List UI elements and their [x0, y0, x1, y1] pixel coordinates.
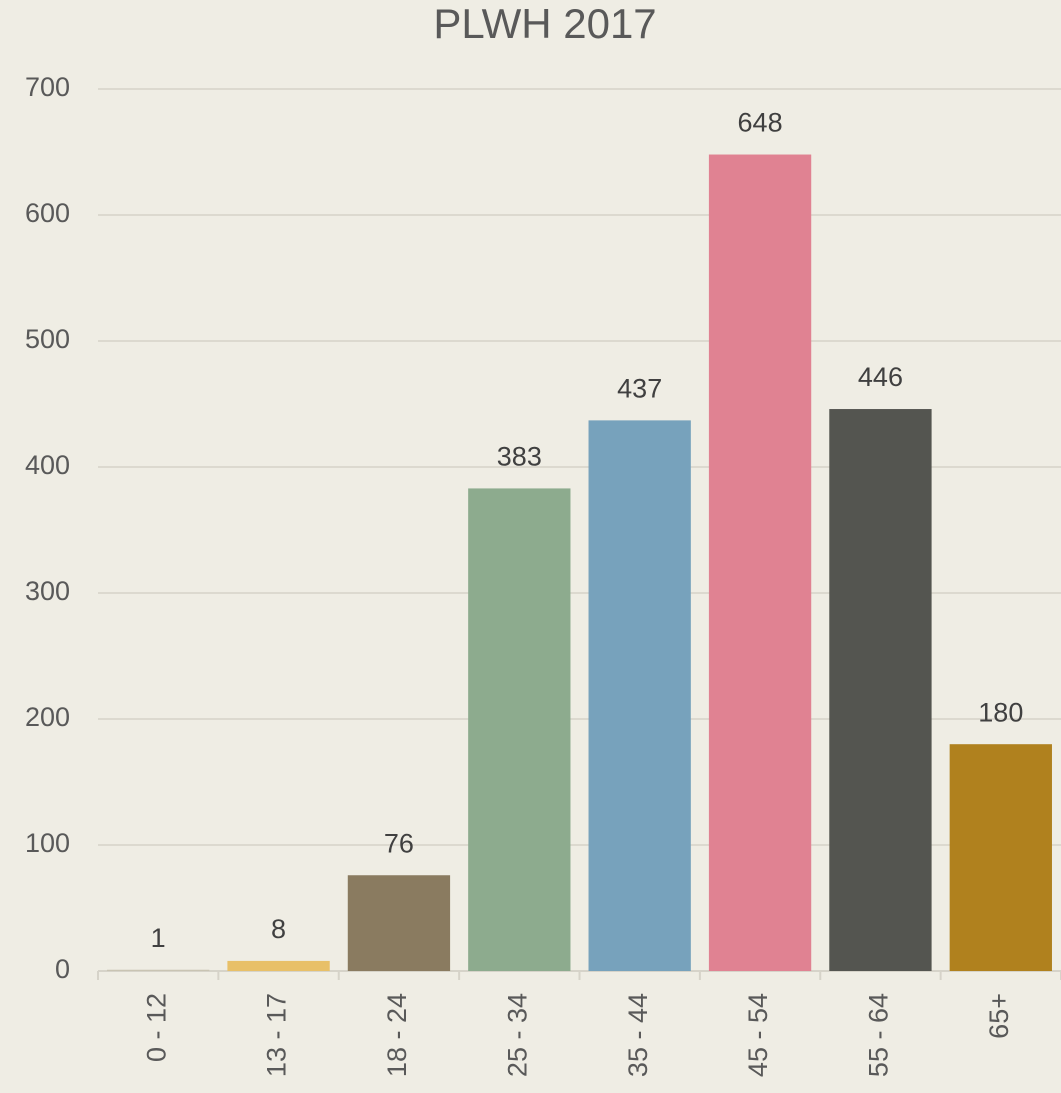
bar — [949, 744, 1052, 971]
bar — [708, 154, 812, 971]
data-label: 648 — [738, 108, 783, 138]
bar — [829, 409, 932, 971]
bar — [347, 875, 451, 971]
data-label: 383 — [497, 442, 542, 472]
data-label: 437 — [617, 374, 662, 404]
x-tick-label: 13 - 17 — [262, 993, 292, 1077]
y-tick-label: 600 — [25, 198, 70, 228]
y-tick-label: 0 — [55, 954, 70, 984]
x-tick-label: 55 - 64 — [864, 993, 894, 1077]
x-tick-label: 25 - 34 — [502, 993, 532, 1077]
y-tick-label: 400 — [25, 450, 70, 480]
y-tick-label: 300 — [25, 576, 70, 606]
x-tick-label: 18 - 24 — [382, 993, 412, 1077]
data-label: 76 — [384, 828, 414, 858]
y-tick-label: 200 — [25, 702, 70, 732]
data-label: 1 — [151, 923, 166, 953]
x-tick-label: 45 - 54 — [743, 993, 773, 1077]
bar — [588, 420, 691, 971]
data-label: 446 — [858, 362, 903, 392]
x-tick-label: 0 - 12 — [141, 993, 171, 1062]
y-tick-label: 500 — [25, 324, 70, 354]
bar — [107, 969, 210, 971]
x-tick-label: 35 - 44 — [623, 993, 653, 1077]
data-label: 8 — [271, 914, 286, 944]
data-label: 180 — [978, 697, 1023, 727]
y-tick-label: 100 — [25, 828, 70, 858]
x-tick-label: 65+ — [984, 993, 1014, 1039]
chart-title: PLWH 2017 — [433, 0, 656, 47]
bar — [227, 960, 330, 971]
y-tick-label: 700 — [25, 72, 70, 102]
bar — [468, 488, 571, 971]
